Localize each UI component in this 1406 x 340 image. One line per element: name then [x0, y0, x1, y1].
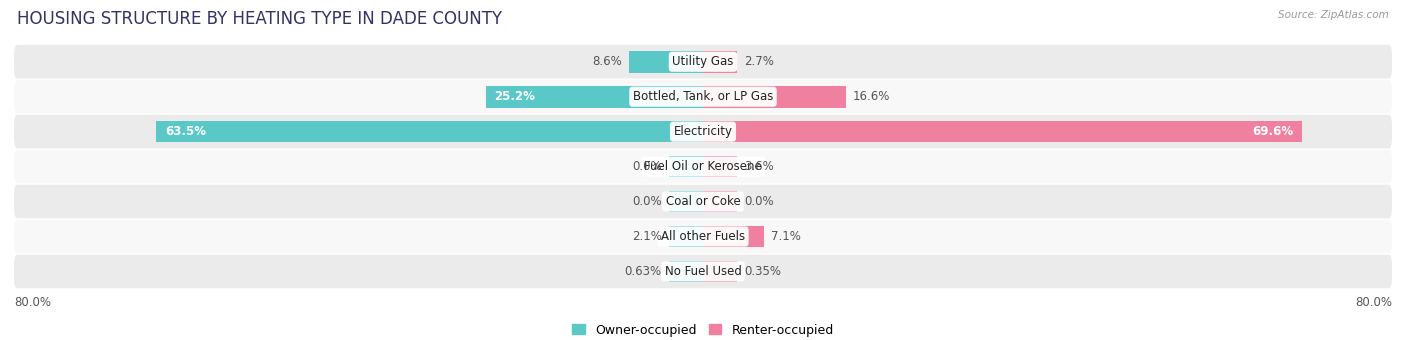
- Text: 0.63%: 0.63%: [624, 265, 662, 278]
- Text: Fuel Oil or Kerosene: Fuel Oil or Kerosene: [644, 160, 762, 173]
- Legend: Owner-occupied, Renter-occupied: Owner-occupied, Renter-occupied: [568, 319, 838, 340]
- Bar: [486, 86, 703, 107]
- Text: No Fuel Used: No Fuel Used: [665, 265, 741, 278]
- FancyBboxPatch shape: [14, 80, 1392, 114]
- FancyBboxPatch shape: [14, 150, 1392, 183]
- Text: Source: ZipAtlas.com: Source: ZipAtlas.com: [1278, 10, 1389, 20]
- Text: Bottled, Tank, or LP Gas: Bottled, Tank, or LP Gas: [633, 90, 773, 103]
- Text: 0.35%: 0.35%: [744, 265, 782, 278]
- Bar: [156, 121, 703, 142]
- FancyBboxPatch shape: [14, 220, 1392, 253]
- Text: All other Fuels: All other Fuels: [661, 230, 745, 243]
- Text: Coal or Coke: Coal or Coke: [665, 195, 741, 208]
- FancyBboxPatch shape: [14, 255, 1392, 288]
- Text: 63.5%: 63.5%: [165, 125, 205, 138]
- Text: HOUSING STRUCTURE BY HEATING TYPE IN DADE COUNTY: HOUSING STRUCTURE BY HEATING TYPE IN DAD…: [17, 10, 502, 28]
- Text: 2.1%: 2.1%: [631, 230, 662, 243]
- FancyBboxPatch shape: [14, 185, 1392, 218]
- Text: 8.6%: 8.6%: [592, 55, 621, 68]
- Text: 16.6%: 16.6%: [853, 90, 890, 103]
- FancyBboxPatch shape: [14, 115, 1392, 149]
- Text: Utility Gas: Utility Gas: [672, 55, 734, 68]
- Bar: [703, 51, 738, 73]
- Bar: [669, 156, 703, 177]
- Bar: [669, 260, 703, 282]
- Bar: [703, 260, 738, 282]
- Bar: [703, 86, 846, 107]
- Text: 2.7%: 2.7%: [744, 55, 775, 68]
- Text: 0.0%: 0.0%: [633, 160, 662, 173]
- Bar: [669, 226, 703, 247]
- Bar: [703, 226, 763, 247]
- Text: 0.0%: 0.0%: [744, 195, 773, 208]
- Text: 7.1%: 7.1%: [770, 230, 801, 243]
- Text: 0.0%: 0.0%: [633, 195, 662, 208]
- Text: Electricity: Electricity: [673, 125, 733, 138]
- Text: 80.0%: 80.0%: [14, 296, 51, 309]
- Text: 69.6%: 69.6%: [1253, 125, 1294, 138]
- Text: 3.6%: 3.6%: [744, 160, 775, 173]
- FancyBboxPatch shape: [14, 45, 1392, 79]
- Bar: [628, 51, 703, 73]
- Text: 25.2%: 25.2%: [495, 90, 536, 103]
- Bar: [703, 156, 738, 177]
- Bar: [669, 191, 703, 212]
- Bar: [703, 191, 738, 212]
- Bar: [703, 121, 1302, 142]
- Text: 80.0%: 80.0%: [1355, 296, 1392, 309]
